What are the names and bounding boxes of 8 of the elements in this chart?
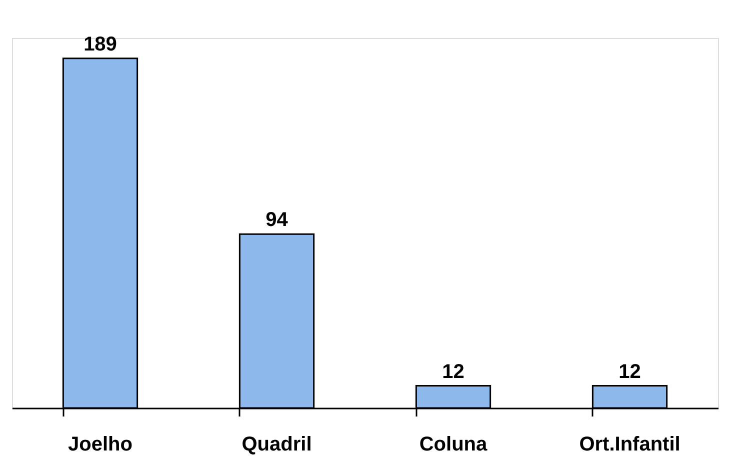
x-tick-label: Joelho: [68, 434, 132, 456]
x-tick-label: Ort.Infantil: [579, 434, 680, 456]
data-label: 94: [266, 209, 289, 232]
data-label: 12: [618, 360, 641, 383]
x-tick-label: Coluna: [419, 434, 488, 456]
data-label: 12: [442, 360, 464, 383]
data-label: 189: [84, 33, 117, 56]
x-tick-label: Quadril: [242, 434, 312, 456]
